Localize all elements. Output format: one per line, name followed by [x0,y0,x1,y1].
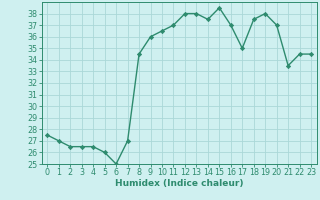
X-axis label: Humidex (Indice chaleur): Humidex (Indice chaleur) [115,179,244,188]
